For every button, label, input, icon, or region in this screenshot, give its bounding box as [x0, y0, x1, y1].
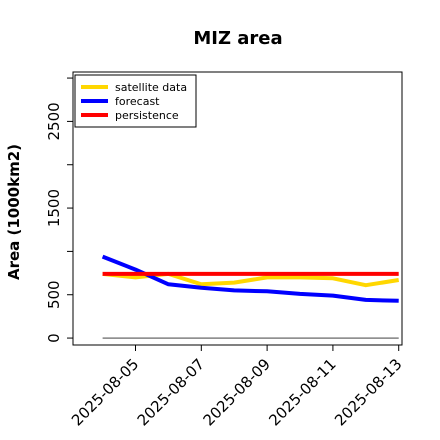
y-tick-label: 0	[45, 333, 63, 343]
x-tick-label: 2025-08-09	[200, 355, 274, 429]
x-axis: 2025-08-052025-08-072025-08-092025-08-11…	[68, 345, 406, 429]
y-axis: 0 500 1500 2500	[45, 77, 73, 343]
x-tick-label: 2025-08-11	[265, 355, 339, 429]
y-tick-label: 1500	[45, 189, 63, 227]
x-tick-label: 2025-08-13	[331, 355, 405, 429]
series-line-forecast	[101, 254, 399, 303]
x-tick-label: 2025-08-07	[134, 355, 208, 429]
chart-title: MIZ area	[193, 28, 282, 49]
y-axis-label: Area (1000km2)	[5, 144, 23, 280]
series-layer	[101, 254, 400, 303]
y-tick-label: 2500	[45, 102, 63, 140]
legend-label: persistence	[115, 109, 179, 122]
legend-label: forecast	[115, 95, 160, 108]
y-tick-label: 500	[45, 280, 63, 309]
x-tick-label: 2025-08-05	[68, 355, 142, 429]
legend-label: satellite data	[115, 81, 187, 94]
